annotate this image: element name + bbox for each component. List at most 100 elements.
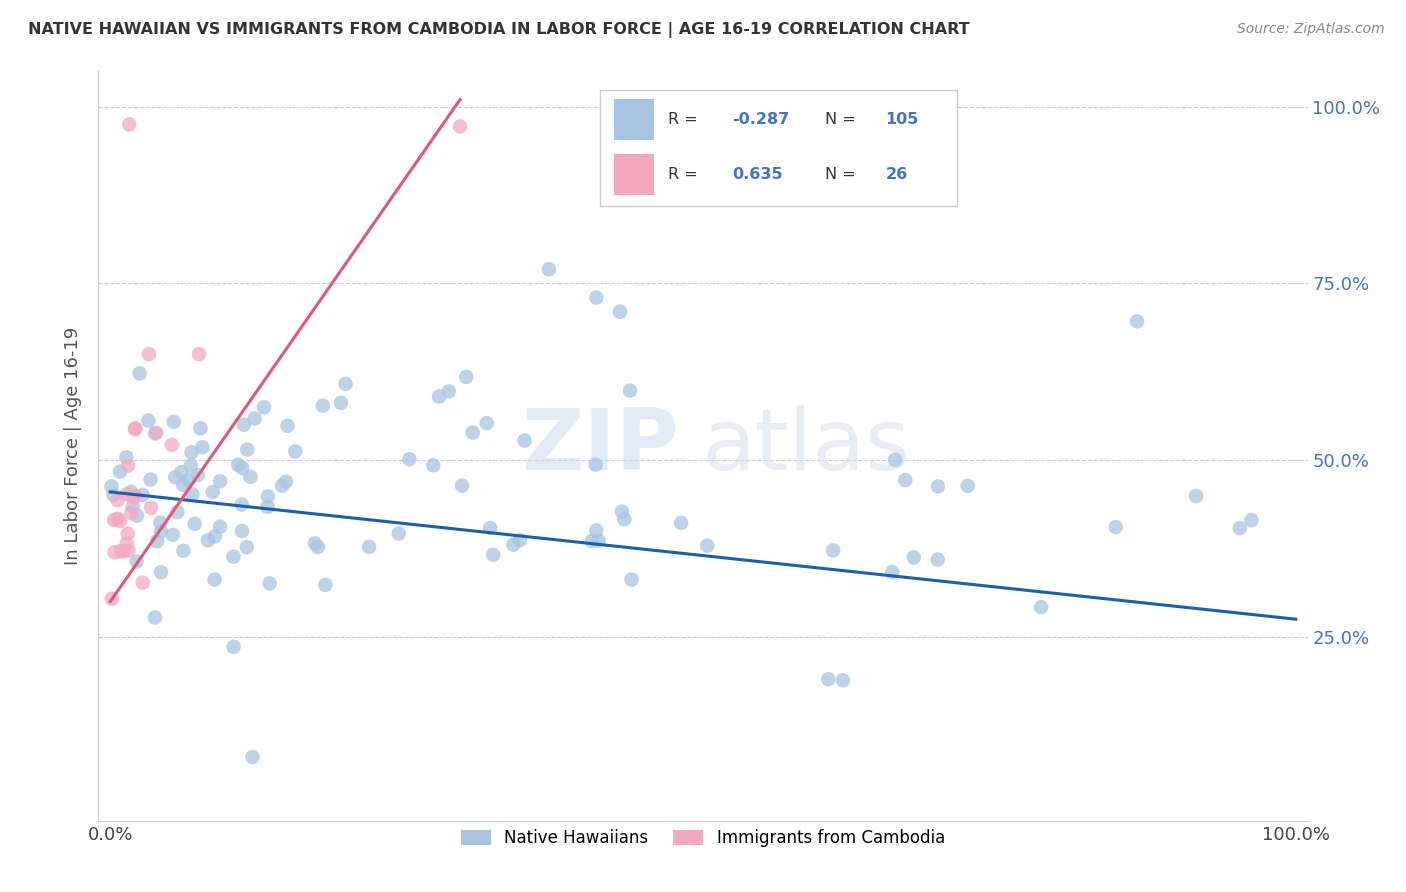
Point [817, 672, 839, 686]
Point [190, 421, 212, 435]
Point [124, 421, 146, 435]
Point [160, 438, 183, 452]
Point [312, 399, 335, 413]
Point [204, 529, 226, 543]
Point [143, 426, 166, 441]
Point [122, 491, 145, 505]
Point [150, 566, 173, 580]
Point [479, 521, 502, 535]
Point [274, 475, 297, 489]
Point [150, 524, 173, 539]
Point [181, 487, 204, 501]
Point [585, 458, 607, 472]
Point [209, 474, 232, 488]
Point [242, 750, 264, 764]
Point [222, 549, 245, 564]
Point [183, 516, 205, 531]
Point [257, 490, 280, 504]
Point [314, 578, 336, 592]
Point [108, 514, 131, 528]
Point [103, 545, 125, 559]
Point [884, 453, 907, 467]
Point [437, 384, 460, 399]
Point [696, 539, 718, 553]
Point [239, 470, 262, 484]
Point [191, 440, 214, 454]
Point [115, 487, 138, 501]
Point [456, 370, 478, 384]
Point [894, 473, 917, 487]
Point [831, 673, 853, 688]
Point [172, 543, 194, 558]
Point [253, 401, 276, 415]
Point [513, 434, 536, 448]
Point [243, 411, 266, 425]
Point [610, 505, 633, 519]
Point [117, 458, 139, 473]
Point [163, 415, 186, 429]
Point [162, 528, 184, 542]
Point [271, 478, 294, 492]
Point [329, 396, 352, 410]
Text: NATIVE HAWAIIAN VS IMMIGRANTS FROM CAMBODIA IN LABOR FORCE | AGE 16-19 CORRELATI: NATIVE HAWAIIAN VS IMMIGRANTS FROM CAMBO… [28, 22, 970, 38]
Point [132, 575, 155, 590]
Point [124, 490, 146, 504]
Point [502, 538, 524, 552]
Point [451, 478, 474, 492]
Point [139, 500, 162, 515]
Point [882, 565, 904, 579]
Point [449, 120, 471, 134]
Point [232, 417, 254, 432]
Point [509, 533, 531, 547]
Point [115, 450, 138, 465]
Point [120, 484, 142, 499]
Point [131, 488, 153, 502]
Point [201, 485, 224, 500]
Point [388, 526, 411, 541]
Point [613, 512, 636, 526]
Point [139, 473, 162, 487]
Point [138, 414, 160, 428]
Point [112, 544, 135, 558]
Point [222, 640, 245, 654]
Point [143, 610, 166, 624]
Point [226, 458, 249, 472]
Point [1229, 521, 1251, 535]
Point [208, 520, 231, 534]
Point [276, 418, 298, 433]
Point [1240, 513, 1263, 527]
Point [103, 513, 125, 527]
Point [357, 540, 380, 554]
Point [236, 442, 259, 457]
Point [231, 498, 253, 512]
Point [284, 444, 307, 458]
Point [304, 536, 326, 550]
Point [259, 576, 281, 591]
Point [482, 548, 505, 562]
Point [121, 500, 143, 514]
Point [1029, 600, 1052, 615]
Point [188, 347, 211, 361]
Point [427, 389, 450, 403]
Point [335, 376, 357, 391]
Text: ZIP: ZIP [522, 404, 679, 488]
Point [236, 540, 259, 554]
Point [145, 425, 167, 440]
Text: Source: ZipAtlas.com: Source: ZipAtlas.com [1237, 22, 1385, 37]
Point [537, 262, 560, 277]
Point [927, 552, 949, 566]
Point [165, 470, 187, 484]
Point [1185, 489, 1208, 503]
Point [588, 533, 610, 548]
Point [115, 536, 138, 550]
Point [107, 493, 129, 508]
Point [100, 479, 122, 493]
Point [903, 550, 925, 565]
Point [118, 117, 141, 131]
Point [475, 416, 498, 430]
Point [101, 591, 124, 606]
Point [585, 291, 607, 305]
Point [149, 516, 172, 530]
Point [398, 452, 420, 467]
Point [669, 516, 692, 530]
